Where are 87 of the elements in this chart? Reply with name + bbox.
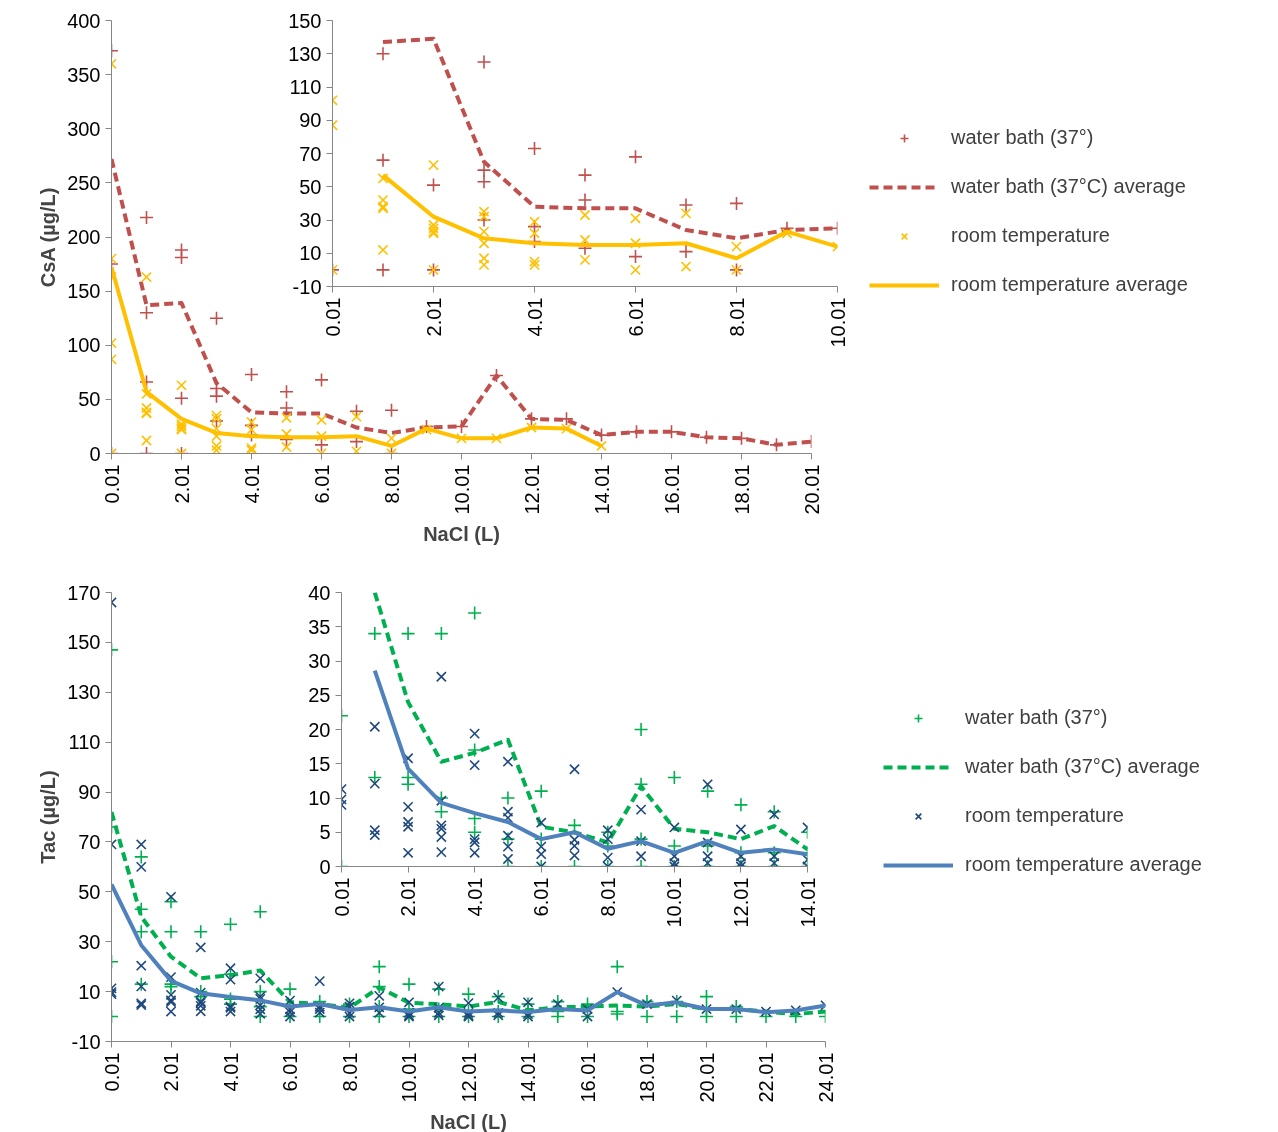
x-tick-label: 2.01 — [170, 464, 193, 504]
y-tick-label: 20 — [308, 718, 331, 741]
x-tick-label: 18.01 — [636, 1052, 658, 1103]
y-tick-label: 90 — [78, 781, 101, 804]
x-tick-label: 6.01 — [310, 464, 333, 504]
x-tick-label: 4.01 — [240, 464, 263, 504]
x-tick-label: 10.01 — [826, 297, 849, 348]
x-tick-label: 4.01 — [219, 1052, 242, 1092]
x-tick-label: 10.01 — [398, 1052, 420, 1103]
y-tick-label: 50 — [78, 388, 101, 411]
y-tick-label: 35 — [308, 615, 331, 638]
x-tick-label: 20.01 — [695, 1052, 718, 1103]
x-tick-label: 12.01 — [520, 464, 543, 515]
y-tick-label: 130 — [67, 681, 101, 704]
x-tick-label: 0.01 — [321, 297, 344, 337]
y-tick-label: 10 — [308, 787, 331, 809]
x-tick-label: 6.01 — [530, 877, 553, 917]
y-tick-label: -10 — [71, 1030, 101, 1053]
y-axis-title: CsA (µg/L) — [37, 187, 60, 288]
legend-label: water bath (37°) — [965, 706, 1108, 729]
y-tick-label: 40 — [308, 581, 331, 604]
y-tick-label: 70 — [78, 830, 101, 853]
y-tick-label: 10 — [299, 242, 322, 265]
x-tick-label: 10.01 — [663, 877, 686, 928]
y-tick-label: 150 — [67, 631, 101, 654]
legend-label: water bath (37°C) average — [951, 175, 1186, 198]
x-tick-label: 4.01 — [523, 297, 546, 337]
y-tick-label: 0 — [89, 442, 101, 465]
x-tick-label: 24.01 — [814, 1052, 837, 1103]
y-tick-label: 300 — [67, 117, 101, 140]
y-tick-label: 90 — [299, 109, 322, 132]
legend-label: room temperature average — [965, 853, 1202, 876]
y-tick-label: 30 — [78, 930, 101, 953]
y-axis-title: Tac (µg/L) — [37, 770, 60, 864]
legend-label: water bath (37°C) average — [965, 755, 1200, 778]
x-tick-label: 14.01 — [517, 1052, 539, 1103]
x-tick-label: 8.01 — [380, 464, 403, 504]
y-tick-label: 30 — [308, 650, 331, 672]
legend-label: room temperature — [951, 224, 1110, 247]
x-tick-label: 12.01 — [729, 877, 752, 928]
y-tick-label: 110 — [68, 731, 101, 754]
legend-label: room temperature average — [951, 273, 1188, 296]
y-tick-label: 50 — [78, 880, 101, 903]
x-tick-label: 4.01 — [463, 877, 486, 917]
x-tick-label: 10.01 — [450, 464, 473, 515]
x-tick-label: 6.01 — [624, 297, 647, 337]
y-tick-label: 150 — [67, 280, 101, 303]
x-tick-label: 0.01 — [100, 1052, 123, 1092]
x-tick-label: 14.01 — [796, 877, 819, 928]
x-tick-label: 12.01 — [457, 1052, 480, 1103]
y-tick-label: 25 — [308, 684, 331, 707]
x-tick-label: 0.01 — [330, 877, 353, 917]
x-tick-label: 2.01 — [160, 1052, 182, 1092]
y-tick-label: 170 — [67, 581, 101, 604]
legend-label: water bath (37°) — [951, 126, 1094, 149]
y-tick-label: 150 — [288, 9, 322, 32]
x-tick-label: 6.01 — [279, 1052, 301, 1092]
x-tick-label: 20.01 — [800, 464, 823, 515]
x-tick-label: 8.01 — [338, 1052, 361, 1092]
x-tick-label: 8.01 — [596, 877, 619, 917]
x-tick-label: 16.01 — [576, 1052, 599, 1103]
y-tick-label: 50 — [299, 175, 322, 198]
x-axis-title: NaCl (L) — [423, 522, 500, 545]
y-tick-label: 200 — [67, 226, 101, 248]
x-tick-label: 2.01 — [422, 297, 445, 337]
y-tick-label: 250 — [67, 171, 101, 194]
y-tick-label: 30 — [299, 209, 322, 231]
x-tick-label: 22.01 — [755, 1052, 777, 1103]
x-tick-label: 18.01 — [730, 464, 753, 515]
y-tick-label: 100 — [67, 334, 101, 357]
x-tick-label: 16.01 — [660, 464, 683, 515]
y-tick-label: 130 — [288, 42, 322, 65]
y-tick-label: 400 — [67, 9, 101, 32]
x-tick-label: 14.01 — [590, 464, 613, 515]
y-tick-label: 110 — [289, 76, 322, 98]
x-tick-label: 8.01 — [725, 297, 748, 337]
y-tick-label: 350 — [67, 63, 101, 86]
y-tick-label: 5 — [319, 821, 331, 844]
x-axis-title: NaCl (L) — [430, 1110, 507, 1132]
y-tick-label: 0 — [319, 855, 331, 878]
y-tick-label: 15 — [308, 752, 331, 775]
legend-label: room temperature — [965, 804, 1124, 827]
y-tick-label: -10 — [292, 275, 322, 298]
x-tick-label: 0.01 — [100, 464, 123, 504]
y-tick-label: 70 — [299, 142, 322, 165]
y-tick-label: 10 — [78, 980, 101, 1003]
x-tick-label: 2.01 — [397, 877, 420, 917]
